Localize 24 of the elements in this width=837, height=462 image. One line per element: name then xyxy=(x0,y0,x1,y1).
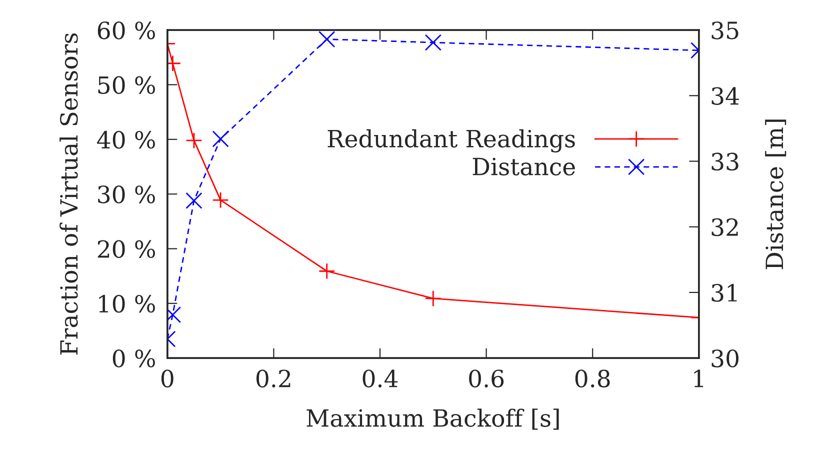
x-tick-label: 0.2 xyxy=(256,370,290,388)
legend-label: Distance xyxy=(472,158,575,176)
y-axis-title: Fraction of Virtual Sensors xyxy=(60,33,78,355)
y-tick-label: 40 % xyxy=(97,130,155,149)
y-tick-label: 0 % xyxy=(112,349,155,368)
x-tick-label: 0.4 xyxy=(362,370,398,388)
y2-tick-label: 35 xyxy=(712,21,738,40)
y-tick-label: 60 % xyxy=(98,21,155,40)
y2-tick-label: 33 xyxy=(712,152,738,171)
x-axis-title: Maximum Backoff [s] xyxy=(306,408,559,430)
y-tick-label: 10 % xyxy=(99,294,155,313)
y-tick-label: 30 % xyxy=(98,185,155,204)
x-tick-label: 1 xyxy=(694,370,704,388)
x-tick-label: 0 xyxy=(161,370,174,388)
y2-tick-label: 32 xyxy=(712,218,738,236)
x-tick-label: 0.8 xyxy=(575,370,610,388)
y2-axis-title: Distance [m] xyxy=(765,120,786,270)
y2-tick-label: 31 xyxy=(712,284,737,302)
y2-tick-label: 34 xyxy=(712,87,739,105)
y-tick-label: 20 % xyxy=(98,240,155,258)
y-tick-label: 50 % xyxy=(98,76,155,94)
x-tick-label: 0.6 xyxy=(469,370,504,388)
y2-tick-label: 30 xyxy=(712,349,738,368)
legend-label: Redundant Readings xyxy=(328,129,575,152)
